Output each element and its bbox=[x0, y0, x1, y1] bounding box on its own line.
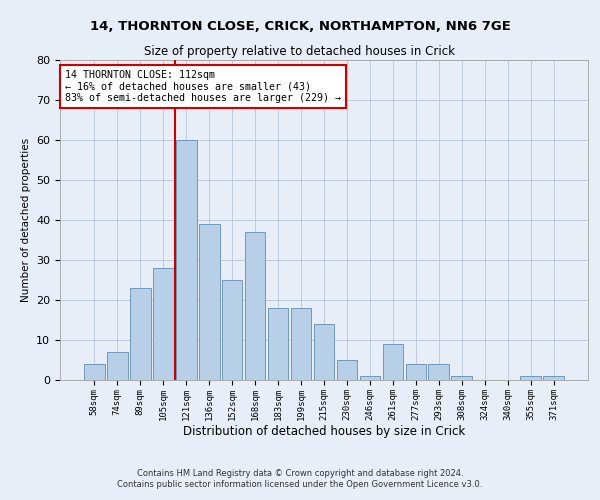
Bar bbox=[268, 308, 289, 380]
Y-axis label: Number of detached properties: Number of detached properties bbox=[20, 138, 31, 302]
Bar bbox=[107, 352, 128, 380]
Bar bbox=[428, 364, 449, 380]
Text: 14, THORNTON CLOSE, CRICK, NORTHAMPTON, NN6 7GE: 14, THORNTON CLOSE, CRICK, NORTHAMPTON, … bbox=[89, 20, 511, 33]
Bar bbox=[337, 360, 358, 380]
Bar bbox=[222, 280, 242, 380]
Bar bbox=[544, 376, 564, 380]
Text: Contains public sector information licensed under the Open Government Licence v3: Contains public sector information licen… bbox=[118, 480, 482, 489]
Text: Contains HM Land Registry data © Crown copyright and database right 2024.: Contains HM Land Registry data © Crown c… bbox=[137, 468, 463, 477]
Text: Size of property relative to detached houses in Crick: Size of property relative to detached ho… bbox=[145, 45, 455, 58]
Bar bbox=[383, 344, 403, 380]
Bar bbox=[406, 364, 426, 380]
X-axis label: Distribution of detached houses by size in Crick: Distribution of detached houses by size … bbox=[183, 426, 465, 438]
Bar bbox=[84, 364, 104, 380]
Bar bbox=[520, 376, 541, 380]
Bar bbox=[199, 224, 220, 380]
Bar bbox=[176, 140, 197, 380]
Bar bbox=[153, 268, 173, 380]
Bar bbox=[130, 288, 151, 380]
Text: 14 THORNTON CLOSE: 112sqm
← 16% of detached houses are smaller (43)
83% of semi-: 14 THORNTON CLOSE: 112sqm ← 16% of detac… bbox=[65, 70, 341, 103]
Bar bbox=[451, 376, 472, 380]
Bar bbox=[359, 376, 380, 380]
Bar bbox=[314, 324, 334, 380]
Bar bbox=[245, 232, 265, 380]
Bar bbox=[290, 308, 311, 380]
